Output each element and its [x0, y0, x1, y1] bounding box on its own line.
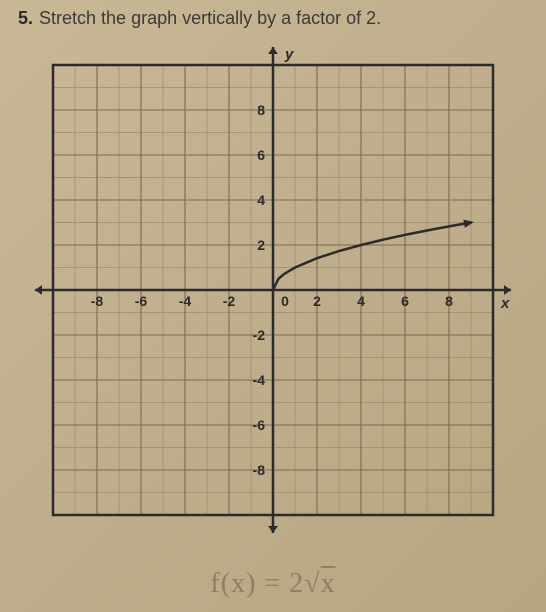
worksheet-page: 5. Stretch the graph vertically by a fac…: [0, 0, 546, 612]
svg-text:8: 8: [445, 293, 453, 309]
svg-text:-4: -4: [253, 372, 266, 388]
svg-text:y: y: [284, 46, 294, 63]
svg-text:2: 2: [257, 237, 265, 253]
svg-text:8: 8: [257, 102, 265, 118]
svg-text:-8: -8: [253, 462, 266, 478]
svg-text:2: 2: [313, 293, 321, 309]
question-text: Stretch the graph vertically by a factor…: [39, 8, 381, 29]
graph-container: -8-6-4-22468-8-6-4-224680 yx: [28, 40, 518, 540]
svg-text:6: 6: [257, 147, 265, 163]
question-row: 5. Stretch the graph vertically by a fac…: [18, 8, 381, 29]
svg-text:-6: -6: [135, 293, 148, 309]
svg-text:4: 4: [357, 293, 365, 309]
svg-text:-2: -2: [223, 293, 236, 309]
coordinate-graph: -8-6-4-22468-8-6-4-224680 yx: [28, 40, 518, 540]
svg-text:6: 6: [401, 293, 409, 309]
svg-text:-6: -6: [253, 417, 266, 433]
question-number: 5.: [18, 8, 33, 29]
svg-text:x: x: [500, 295, 510, 312]
svg-text:-2: -2: [253, 327, 266, 343]
svg-text:-4: -4: [179, 293, 192, 309]
handwritten-text: f(x) = 2√x: [210, 568, 335, 599]
svg-text:0: 0: [281, 293, 289, 309]
sqrt-curve: [273, 223, 471, 291]
svg-text:-8: -8: [91, 293, 104, 309]
svg-text:4: 4: [257, 192, 265, 208]
axis-labels: yx: [284, 46, 510, 312]
handwritten-answer: f(x) = 2√x: [0, 568, 546, 600]
